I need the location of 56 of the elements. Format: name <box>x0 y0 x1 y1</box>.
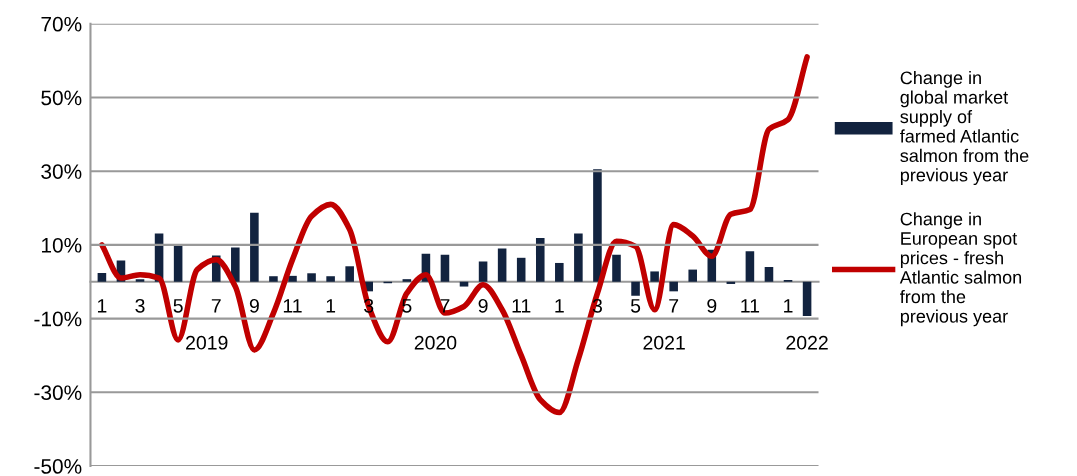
annotation: 2022 <box>786 335 828 350</box>
bar <box>269 276 278 282</box>
x-tick-label: 9 <box>249 298 259 313</box>
y-tick-label: -10% <box>34 311 82 327</box>
x-tick-label: 7 <box>669 299 679 313</box>
bar <box>478 261 488 282</box>
bar <box>593 169 602 282</box>
y-tick-label: 70% <box>41 16 82 32</box>
bar <box>631 281 640 296</box>
x-tick-label: 5 <box>173 299 183 313</box>
bar <box>497 248 507 282</box>
x-tick-label: 7 <box>211 299 221 313</box>
x-tick-label: 11 <box>741 299 760 313</box>
legend-label: Change in global market supply of farmed Atlantic salmon from the previous year <box>900 71 1029 186</box>
annotation: 2020 <box>414 335 457 350</box>
x-tick-label: 5 <box>630 299 641 313</box>
bar <box>307 273 316 282</box>
bar <box>516 257 526 282</box>
bar <box>535 237 545 282</box>
bar <box>231 247 240 282</box>
x-tick-label: 1 <box>555 299 564 313</box>
bar <box>650 271 659 282</box>
x-tick-label: 1 <box>784 299 793 313</box>
y-tick-label: 50% <box>41 90 82 106</box>
bar <box>688 269 698 282</box>
legend-label: Change in European spot prices - fresh Atlantic salmon from the previous year <box>899 212 1022 327</box>
y-tick-label: 30% <box>41 164 82 179</box>
bar <box>326 276 335 282</box>
bar <box>764 267 774 282</box>
bar <box>669 281 678 292</box>
annotation: 2021 <box>643 335 685 350</box>
x-tick-label: 1 <box>326 299 336 313</box>
bar <box>173 245 183 282</box>
annotation: 2019 <box>186 335 228 350</box>
bar <box>459 281 469 287</box>
x-tick-label: 9 <box>707 298 717 313</box>
bar <box>250 212 259 282</box>
bar <box>440 254 450 282</box>
bar <box>802 281 812 317</box>
bar <box>745 251 755 282</box>
y-tick-label: -50% <box>34 459 82 474</box>
bar <box>402 279 412 282</box>
x-tick-label: 9 <box>478 298 488 313</box>
x-tick-label: 3 <box>135 298 145 313</box>
bar <box>135 279 145 282</box>
x-tick-label: 1 <box>97 299 107 313</box>
y-tick-label: 10% <box>42 237 82 253</box>
y-tick-label: -30% <box>34 385 82 401</box>
bar <box>288 275 297 282</box>
bar <box>574 233 583 282</box>
x-tick-label: 11 <box>283 299 302 313</box>
x-tick-label: 11 <box>512 299 531 313</box>
bar <box>555 262 564 282</box>
bar <box>345 266 354 282</box>
bar <box>612 254 621 282</box>
bar <box>97 272 107 282</box>
